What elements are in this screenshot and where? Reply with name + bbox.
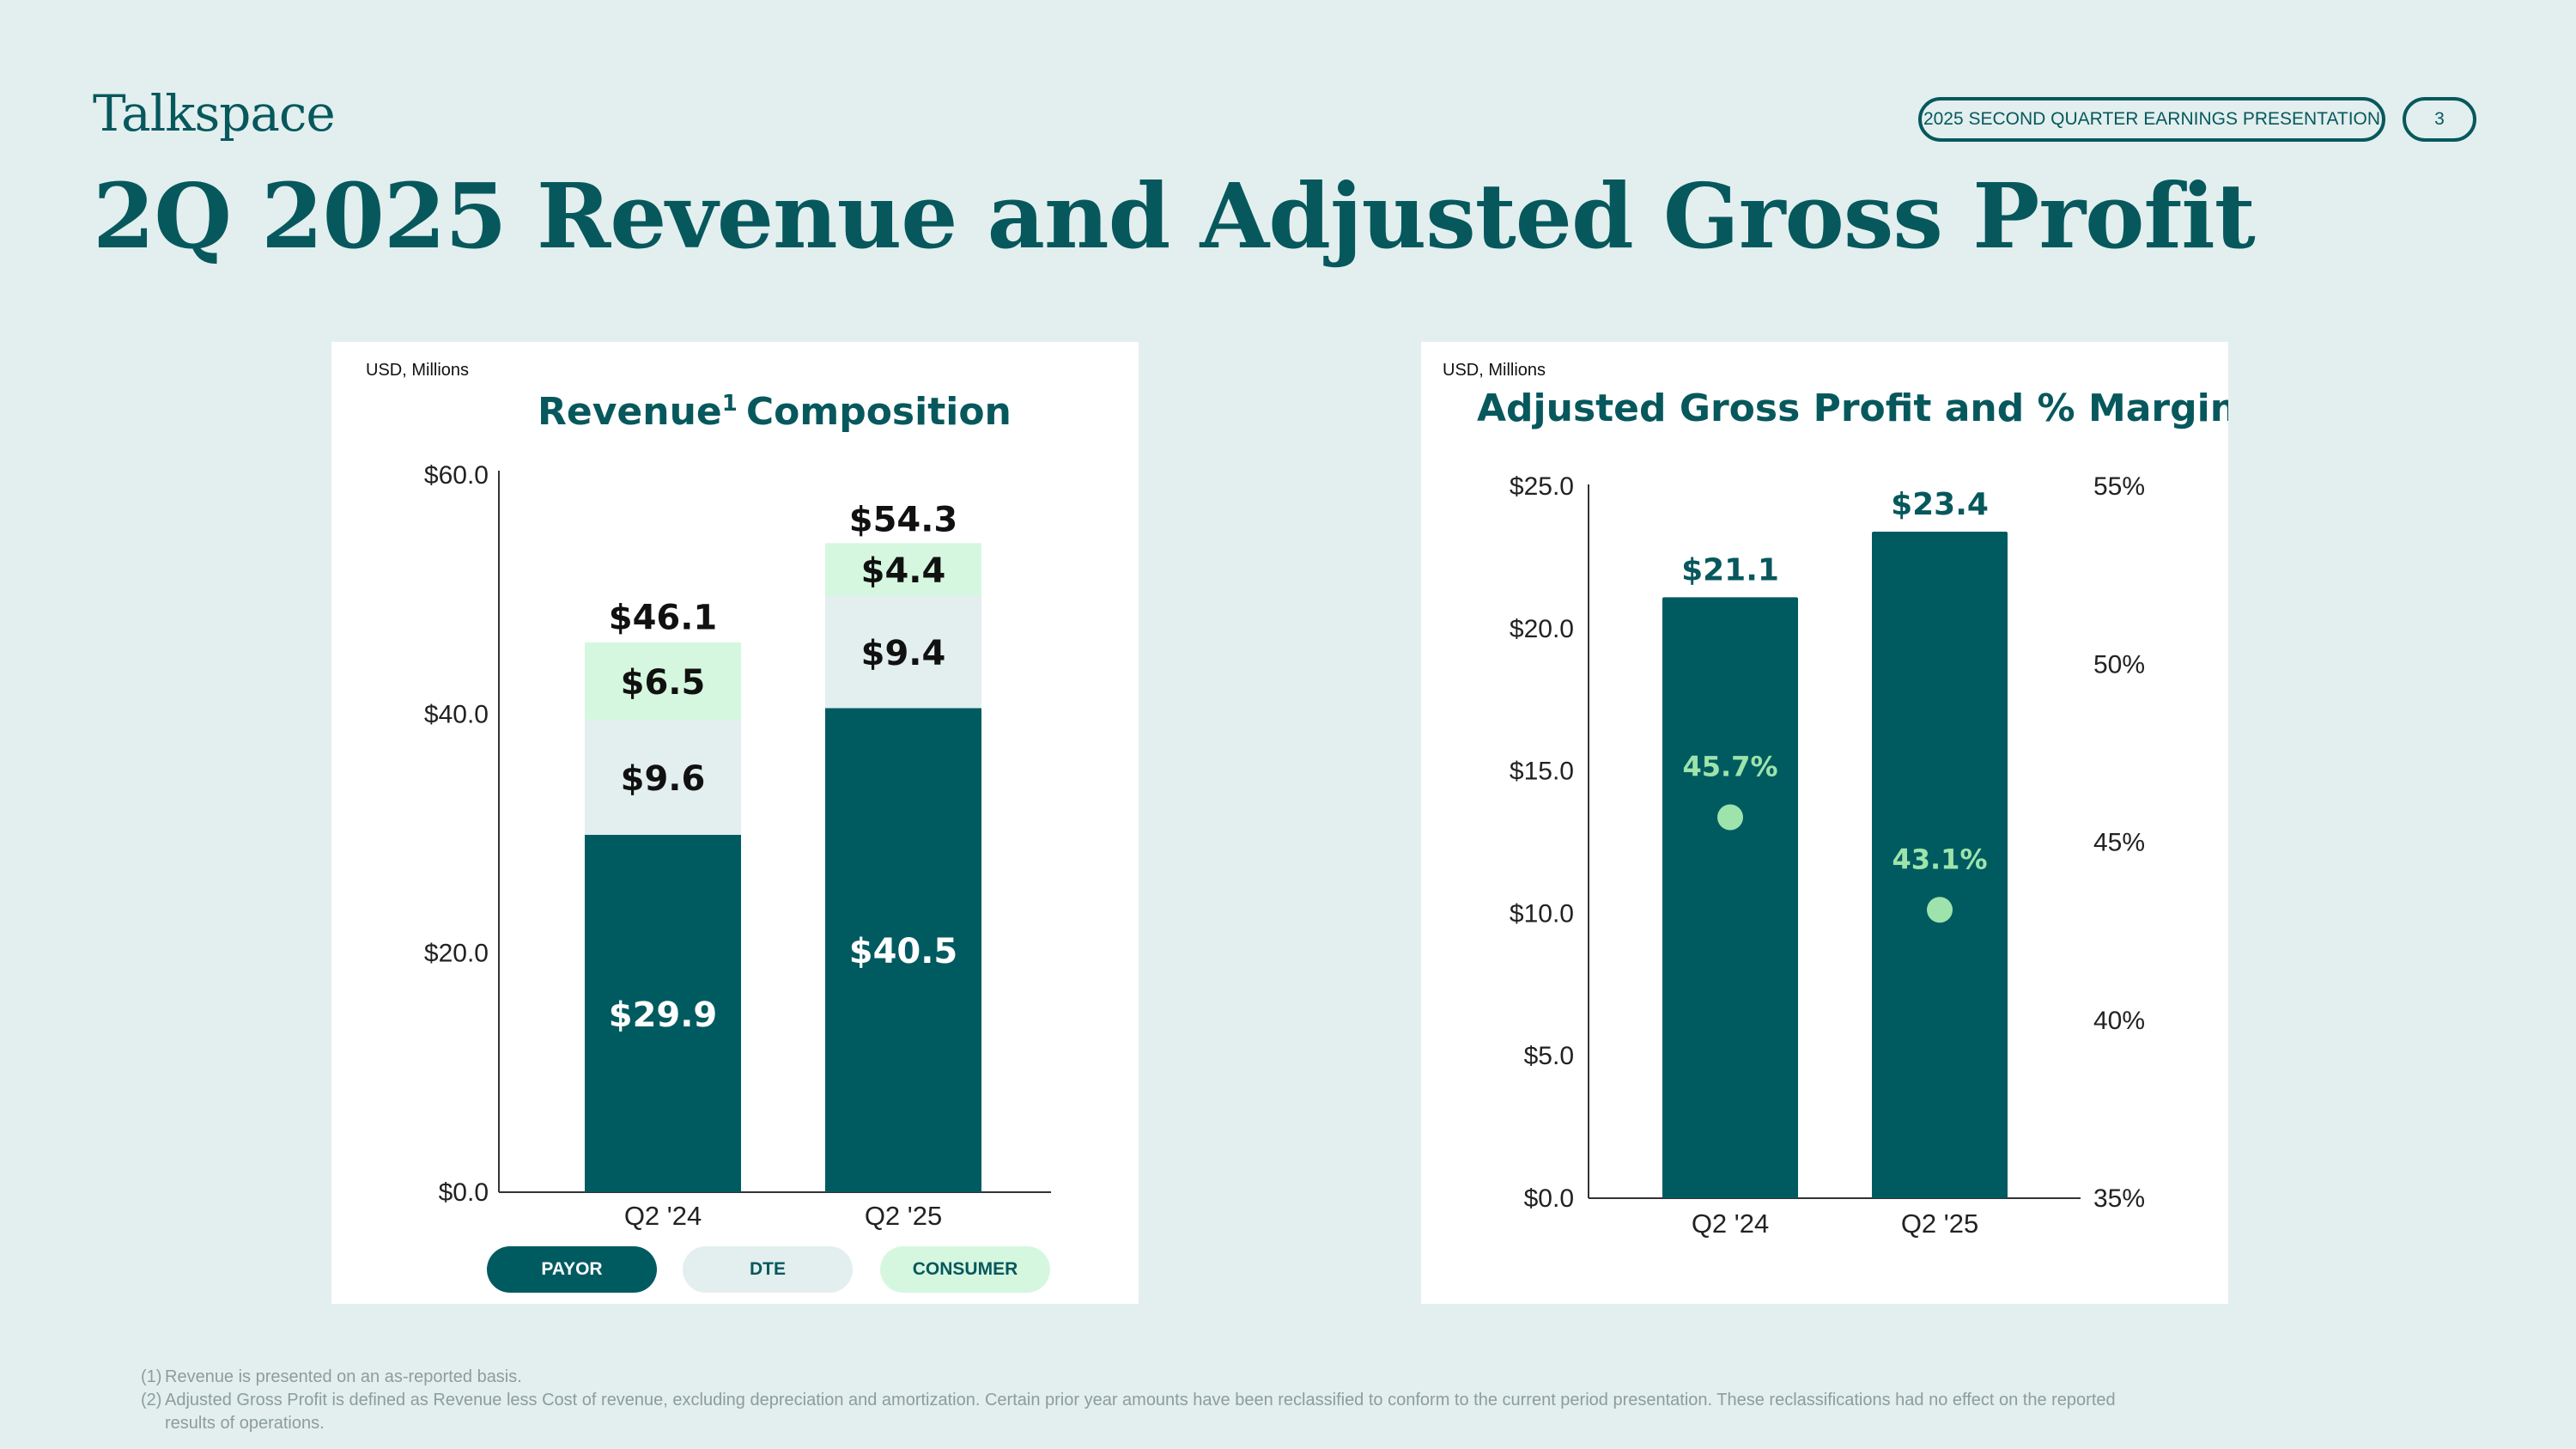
margin-y-tick-label: 50%	[2093, 650, 2145, 679]
revenue-bar-payor	[585, 834, 741, 1192]
margin-value-label: 45.7%	[1682, 750, 1777, 782]
gross-profit-y-tick-label: $5.0	[1524, 1042, 1574, 1070]
revenue-composition-chart: USD, Millions Revenue1 Composition $0.0 $2…	[366, 361, 1051, 1231]
gross-profit-value-label: $21.1	[1681, 552, 1779, 588]
margin-y-tick-label: 35%	[2093, 1184, 2145, 1213]
revenue-total-label: $54.3	[849, 500, 958, 539]
gross-profit-bar	[1872, 532, 2008, 1198]
gross-profit-x-tick-label: Q2 '24	[1692, 1209, 1769, 1239]
margin-y-tick-label: 45%	[2093, 829, 2145, 857]
footnote-1-text: Revenue is presented on an as-reported b…	[165, 1367, 522, 1386]
revenue-segment-label-dte: $9.4	[861, 634, 946, 673]
gross-profit-unit-note: USD, Millions	[1443, 361, 1546, 380]
gross-profit-y-tick-label: $10.0	[1510, 899, 1574, 928]
revenue-total-label: $46.1	[609, 598, 718, 637]
revenue-title-rest: Composition	[746, 390, 1012, 434]
margin-y-tick-label: 40%	[2093, 1007, 2145, 1035]
margin-marker	[1927, 897, 1953, 923]
gross-profit-y-tick-label: $25.0	[1510, 472, 1574, 501]
footnote-1-number: (1)	[141, 1367, 162, 1386]
gross-profit-y-tick-label: $15.0	[1510, 758, 1574, 786]
margin-marker	[1717, 804, 1743, 831]
revenue-segment-label-consumer: $6.5	[621, 663, 706, 703]
revenue-segment-label-payor: $40.5	[849, 932, 958, 971]
revenue-segment-label-consumer: $4.4	[861, 551, 946, 591]
margin-y-tick-label: 55%	[2093, 472, 2145, 501]
page-number-pill: 3	[2403, 97, 2476, 142]
revenue-title-main: Revenue	[538, 390, 722, 434]
slide-title: 2Q 2025 Revenue and Adjusted Gross Profi…	[93, 163, 2256, 269]
talkspace-logo: Talkspace	[93, 84, 336, 143]
revenue-bar-dte	[585, 720, 741, 835]
gross-profit-x-tick-label: Q2 '25	[1901, 1209, 1978, 1239]
footnotes: (1) Revenue is presented on an as-report…	[141, 1366, 2116, 1435]
revenue-x-tick-label: Q2 '25	[865, 1201, 942, 1231]
revenue-bar-payor	[825, 708, 981, 1192]
revenue-y-tick-label: $40.0	[424, 700, 489, 728]
gross-profit-y-tick-label: $20.0	[1510, 615, 1574, 643]
margin-value-label: 43.1%	[1892, 843, 1987, 875]
revenue-composition-card: USD, Millions Revenue1 Composition $0.0 $2…	[331, 342, 1139, 1304]
presentation-label-pill: 2025 SECOND QUARTER EARNINGS PRESENTATIO…	[1918, 97, 2385, 142]
revenue-x-tick-label: Q2 '24	[624, 1201, 702, 1231]
gross-profit-chart-title: Adjusted Gross Profit and % Margin2	[1477, 385, 2228, 430]
revenue-segment-label-dte: $9.6	[621, 759, 706, 799]
gross-profit-value-label: $23.4	[1891, 487, 1989, 522]
revenue-segment-label-payor: $29.9	[609, 995, 718, 1035]
legend-consumer: CONSUMER	[880, 1246, 1050, 1293]
footnote-2-text: Adjusted Gross Profit is defined as Reve…	[165, 1391, 2116, 1433]
revenue-bar-dte	[825, 595, 981, 709]
revenue-unit-note: USD, Millions	[366, 361, 469, 380]
adjusted-gross-profit-chart: USD, Millions Adjusted Gross Profit and …	[1443, 361, 2228, 1239]
footnote-2: (2) Adjusted Gross Profit is defined as …	[141, 1389, 2116, 1435]
revenue-bar-consumer	[585, 642, 741, 721]
revenue-y-tick-label: $60.0	[424, 461, 489, 490]
revenue-y-tick-label: $20.0	[424, 940, 489, 968]
revenue-chart-title: Revenue1 Composition	[538, 390, 1012, 434]
legend-dte: DTE	[683, 1246, 853, 1293]
footnote-1: (1) Revenue is presented on an as-report…	[141, 1366, 2116, 1389]
adjusted-gross-profit-card: USD, Millions Adjusted Gross Profit and …	[1421, 342, 2228, 1304]
footnote-2-number: (2)	[141, 1391, 162, 1409]
legend-payor: PAYOR	[487, 1246, 657, 1293]
revenue-bar-consumer	[825, 543, 981, 596]
gross-profit-title-main: Adjusted Gross Profit and % Margin	[1477, 387, 2228, 430]
gross-profit-y-tick-label: $0.0	[1524, 1184, 1574, 1213]
revenue-y-tick-label: $0.0	[439, 1178, 489, 1207]
gross-profit-bar	[1662, 597, 1798, 1198]
revenue-title-superscript: 1	[722, 391, 738, 417]
